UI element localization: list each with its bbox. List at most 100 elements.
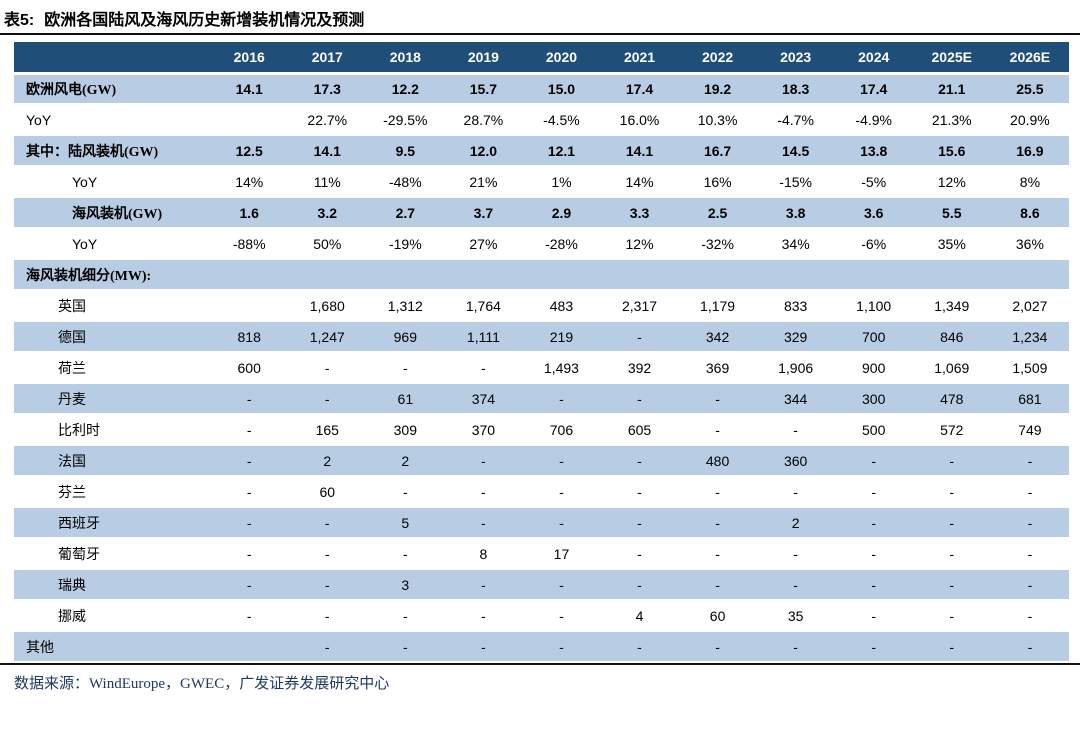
cell-value: 1.6 <box>239 204 259 221</box>
cell-value: 5.5 <box>942 204 962 221</box>
cell-value: 8 <box>479 545 488 562</box>
year-column-header: 2026E <box>1009 48 1051 65</box>
cell-value: - <box>793 545 798 562</box>
cell-value: 572 <box>940 421 964 438</box>
cell-value: - <box>559 390 564 407</box>
cell-value: 14.5 <box>782 142 810 159</box>
cell-value: -4.9% <box>855 111 892 128</box>
row-label: 其他 <box>26 640 54 656</box>
cell-value: 16% <box>703 173 732 190</box>
table-row: 瑞典 - - 3 - - - - - - - - <box>14 569 1069 600</box>
year-column-header: 2025E <box>931 48 972 65</box>
table-row: 荷兰 600 - - - 1,493 392 369 1,906 900 1,069 1,509 <box>14 352 1069 383</box>
cell-value: 15.6 <box>938 142 966 159</box>
cell-value: 369 <box>705 359 730 376</box>
cell-value: - <box>871 638 877 655</box>
row-label: 英国 <box>58 299 86 315</box>
cell-value: 3.8 <box>785 204 806 221</box>
cell-value: - <box>949 452 955 469</box>
cell-value: - <box>481 638 486 655</box>
table-row: YoY 22.7% -29.5% 28.7% -4.5% 16.0% 10.3% -4.7% -… <box>14 104 1069 135</box>
cell-value: - <box>1027 514 1033 531</box>
row-label: 比利时 <box>58 423 100 439</box>
cell-value: -19% <box>388 235 422 252</box>
cell-value: 4 <box>635 607 644 624</box>
row-label: 西班牙 <box>58 516 100 532</box>
cell-value: - <box>793 421 798 438</box>
cell-value: 17.3 <box>313 80 341 97</box>
cell-value <box>210 290 288 321</box>
cell-value: - <box>246 545 252 562</box>
cell-value: 14.1 <box>625 142 654 159</box>
cell-value: - <box>715 638 720 655</box>
cell-value: 1,234 <box>1012 328 1048 345</box>
cell-value: - <box>715 421 720 438</box>
cell-value: 36% <box>1015 235 1044 252</box>
cell-value: 13.8 <box>860 142 888 159</box>
cell-value: - <box>793 483 798 500</box>
cell-value: - <box>715 576 720 593</box>
row-label: YoY <box>72 235 98 252</box>
row-label: 欧洲风电(GW) <box>26 82 117 98</box>
cell-value: 3.3 <box>629 204 650 221</box>
cell-value: - <box>1027 607 1033 624</box>
table-row: 芬兰 - 60 - - - - - - - - - <box>14 476 1069 507</box>
cell-value: 478 <box>940 390 964 407</box>
cell-value: 1,111 <box>466 328 500 345</box>
cell-value: 374 <box>471 390 496 407</box>
cell-value: - <box>637 638 642 655</box>
cell-value: 9.5 <box>395 142 416 159</box>
cell-value: -6% <box>861 235 887 252</box>
year-column-header: 2019 <box>467 48 499 65</box>
cell-value: 16.9 <box>1016 142 1044 159</box>
cell-value: 60 <box>319 483 336 500</box>
row-label: 丹麦 <box>58 392 86 408</box>
cell-value: 21.1 <box>938 80 966 97</box>
year-column-header: 2024 <box>858 48 890 65</box>
cell-value: 28.7% <box>463 111 504 128</box>
cell-value: 480 <box>705 452 730 469</box>
table-row: YoY 14% 11% -48% 21% 1% 14% 16% -15% -5% 12% 8% <box>14 166 1069 197</box>
cell-value <box>913 259 991 290</box>
cell-value: 2 <box>401 452 410 469</box>
cell-value: 17.4 <box>860 80 888 97</box>
cell-value: - <box>324 359 330 376</box>
cell-value: - <box>402 638 408 655</box>
cell-value: 833 <box>783 297 808 314</box>
cell-value: 12.5 <box>235 142 263 159</box>
cell-value: 1,680 <box>309 297 345 314</box>
cell-value: - <box>559 638 564 655</box>
cell-value: 14% <box>235 173 264 190</box>
cell-value: - <box>871 483 877 500</box>
cell-value: 749 <box>1018 421 1042 438</box>
cell-value: 35 <box>787 607 804 624</box>
cell-value: - <box>949 607 955 624</box>
cell-value: 1,349 <box>934 297 970 314</box>
cell-value: 344 <box>783 390 808 407</box>
row-label: 海风装机(GW) <box>72 206 163 222</box>
cell-value: - <box>871 607 877 624</box>
cell-value <box>522 259 600 290</box>
cell-value: 1,247 <box>309 328 345 345</box>
cell-value: - <box>246 514 252 531</box>
year-column-header: 2017 <box>311 48 343 65</box>
cell-value: - <box>637 328 642 345</box>
wind-installation-table: 2016 2017 2018 2019 2020 2021 2022 2023 2024 2025… <box>14 42 1069 663</box>
cell-value: 3.6 <box>863 204 884 221</box>
cell-value: - <box>324 607 330 624</box>
cell-value: 605 <box>627 421 652 438</box>
cell-value: 1,906 <box>778 359 814 376</box>
table-row: 英国 1,680 1,312 1,764 483 2,317 1,179 833 1,100 1,… <box>14 290 1069 321</box>
table-row: 海风装机(GW) 1.6 3.2 2.7 3.7 2.9 3.3 2.5 3.8 3.6 5.5 8.… <box>14 197 1069 228</box>
table-row: 比利时 - 165 309 370 706 605 - - 500 572 749 <box>14 414 1069 445</box>
cell-value: 1% <box>551 173 572 190</box>
cell-value: - <box>949 545 955 562</box>
year-column-header: 2023 <box>780 48 812 65</box>
table-title-text: 欧洲各国陆风及海风历史新增装机情况及预测 <box>44 12 365 29</box>
cell-value: - <box>246 483 252 500</box>
year-column-header: 2022 <box>702 48 734 65</box>
cell-value: 16.7 <box>703 142 732 159</box>
cell-value: 19.2 <box>703 80 732 97</box>
cell-value: 1,312 <box>387 297 423 314</box>
